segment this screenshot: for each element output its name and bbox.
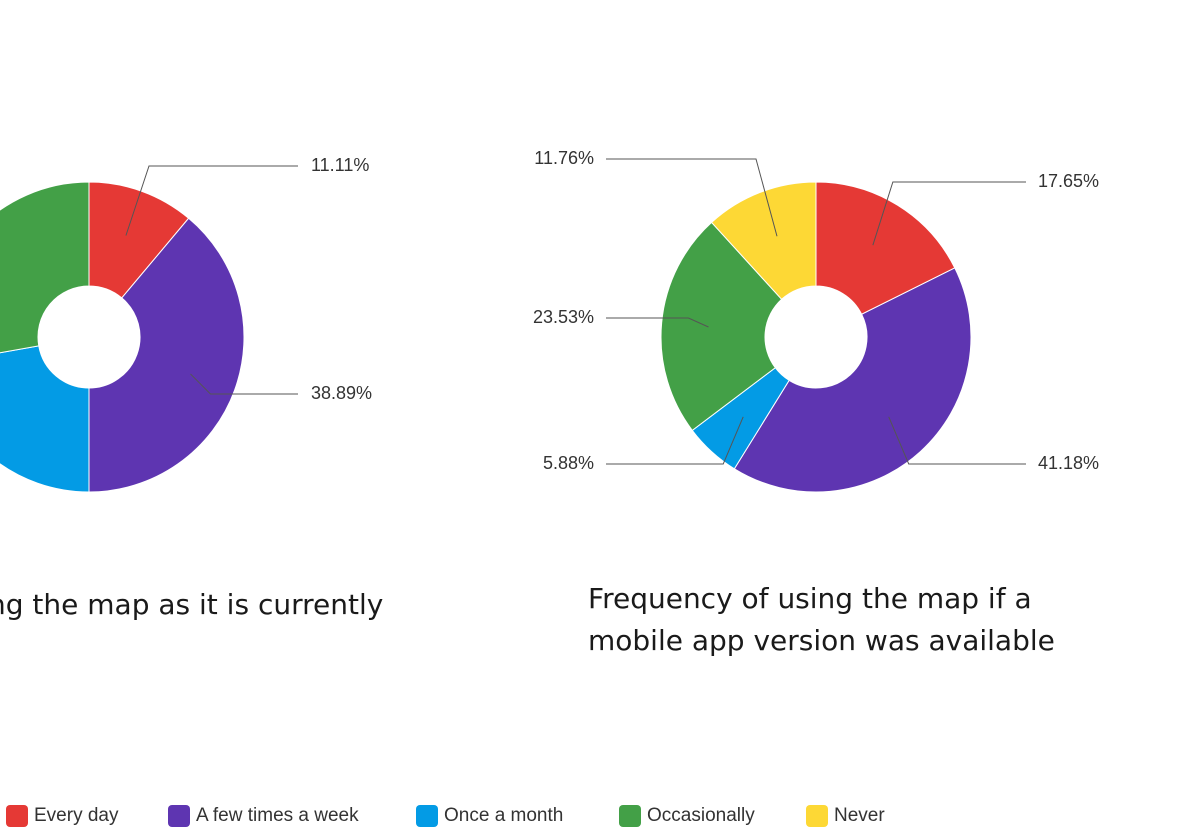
chart-2-leader-few-times-week bbox=[888, 416, 1026, 465]
legend-label-never: Never bbox=[834, 805, 885, 826]
legend-swatch-few-times-week bbox=[168, 805, 190, 827]
legend-swatch-once-month bbox=[416, 805, 438, 827]
chart-1-leader-every-day bbox=[125, 165, 298, 236]
chart-2-slice-every-day[interactable] bbox=[815, 181, 956, 315]
chart-2-label-every-day: 17.65% bbox=[1038, 171, 1099, 191]
chart-2-label-few-times-week: 41.18% bbox=[1038, 453, 1099, 473]
chart-1-leader-few-times-week bbox=[190, 373, 298, 395]
legend-swatch-occasionally bbox=[619, 805, 641, 827]
chart-1-slice-every-day[interactable] bbox=[88, 181, 190, 299]
legend-label-every-day: Every day bbox=[34, 805, 119, 826]
chart-2-slice-occasionally[interactable] bbox=[660, 221, 783, 432]
donut-chart-current: 11.11% 38.89% bbox=[0, 155, 372, 493]
chart-1-label-few-times-week: 38.89% bbox=[311, 383, 372, 403]
legend-item-every-day[interactable]: Every day bbox=[6, 798, 118, 834]
chart-2-leader-once-month bbox=[606, 416, 744, 465]
legend-item-occasionally[interactable]: Occasionally bbox=[619, 798, 755, 834]
legend-label-few-times-week: A few times a week bbox=[196, 805, 359, 826]
chart-1-title: ng the map as it is currently bbox=[0, 588, 384, 621]
chart-2-title-line-2: mobile app version was available bbox=[588, 624, 1055, 657]
chart-1-label-every-day: 11.11% bbox=[311, 155, 369, 175]
chart-2-leader-never bbox=[606, 158, 778, 237]
legend-item-never[interactable]: Never bbox=[806, 798, 885, 834]
chart-2-title-line-1: Frequency of using the map if a bbox=[588, 582, 1032, 615]
chart-1-slice-once-month[interactable] bbox=[0, 345, 90, 493]
legend-item-once-month[interactable]: Once a month bbox=[416, 798, 563, 834]
legend-swatch-every-day bbox=[6, 805, 28, 827]
legend-swatch-never bbox=[806, 805, 828, 827]
legend-item-few-times-week[interactable]: A few times a week bbox=[168, 798, 359, 834]
legend: Every day A few times a week Once a mont… bbox=[0, 798, 1196, 834]
chart-2-leader-every-day bbox=[872, 181, 1026, 246]
chart-1-caption: ng the map as it is currently bbox=[0, 584, 383, 626]
legend-label-once-month: Once a month bbox=[444, 805, 564, 826]
chart-2-slice-few-times-week[interactable] bbox=[733, 267, 972, 493]
chart-2-label-occasionally: 23.53% bbox=[533, 307, 594, 327]
legend-label-occasionally: Occasionally bbox=[647, 805, 755, 826]
chart-2-slice-never[interactable] bbox=[710, 181, 817, 301]
chart-2-leader-occasionally bbox=[606, 317, 709, 328]
chart-2-label-never: 11.76% bbox=[534, 148, 594, 168]
chart-1-slice-few-times-week[interactable] bbox=[88, 217, 245, 493]
chart-2-caption: Frequency of using the map if a mobile a… bbox=[588, 578, 1055, 662]
donut-chart-mobile-app: 17.65% 41.18% 5.88% 23.53% 11.76% bbox=[533, 148, 1099, 493]
chart-2-label-once-month: 5.88% bbox=[543, 453, 594, 473]
chart-1-slice-occasionally[interactable] bbox=[0, 181, 90, 364]
